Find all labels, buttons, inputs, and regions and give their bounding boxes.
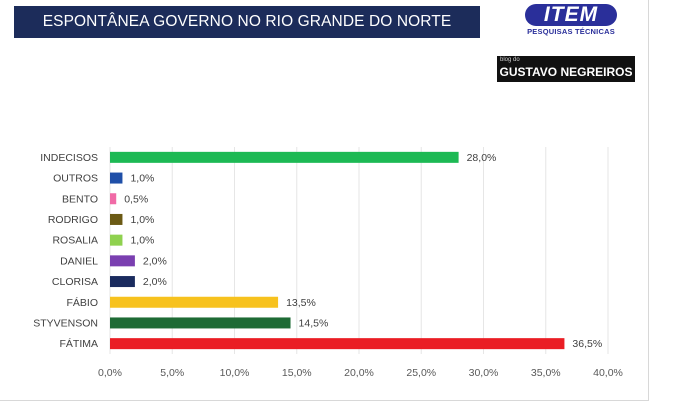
blog-badge-small-text: blog do (500, 57, 520, 63)
data-label: 1,0% (130, 235, 154, 247)
item-logo-subtitle: PESQUISAS TÉCNICAS (527, 27, 615, 36)
bar (110, 317, 291, 329)
data-label: 36,5% (572, 338, 602, 350)
bar (110, 296, 279, 308)
data-label: 1,0% (130, 173, 154, 185)
blog-badge: blog do GUSTAVO NEGREIROS (497, 56, 635, 82)
x-tick-label: 10,0% (220, 367, 250, 379)
category-label: CLORISA (52, 276, 98, 288)
category-label: FÁTIMA (60, 337, 99, 350)
item-logo: ITEM (525, 4, 617, 26)
bar (110, 213, 123, 225)
bar (110, 151, 459, 163)
bar (110, 193, 117, 205)
x-tick-label: 35,0% (531, 367, 561, 379)
category-label: DANIEL (60, 255, 98, 267)
category-label: FÁBIO (66, 296, 98, 309)
x-tick-label: 40,0% (593, 367, 623, 379)
category-label: STYVENSON (33, 317, 98, 329)
x-tick-label: 15,0% (282, 367, 312, 379)
data-label: 14,5% (299, 317, 329, 329)
bar (110, 255, 135, 267)
bar (110, 172, 123, 184)
category-label: BENTO (62, 193, 98, 205)
bar (110, 234, 123, 246)
bar (110, 338, 565, 350)
blog-badge-name: GUSTAVO NEGREIROS (499, 65, 633, 79)
data-label: 2,0% (143, 276, 167, 288)
x-tick-label: 30,0% (469, 367, 499, 379)
x-tick-label: 5,0% (160, 367, 184, 379)
bar (110, 276, 135, 288)
chart-frame: ESPONTÂNEA GOVERNO NO RIO GRANDE DO NORT… (0, 0, 649, 401)
data-label: 2,0% (143, 255, 167, 267)
data-label: 0,5% (124, 193, 148, 205)
x-tick-label: 0,0% (98, 367, 122, 379)
x-tick-label: 25,0% (406, 367, 436, 379)
category-label: INDECISOS (40, 152, 98, 164)
data-label: 1,0% (130, 214, 154, 226)
x-tick-label: 20,0% (344, 367, 374, 379)
data-label: 28,0% (467, 152, 497, 164)
category-label: OUTROS (53, 173, 98, 185)
chart-title: ESPONTÂNEA GOVERNO NO RIO GRANDE DO NORT… (14, 6, 480, 38)
category-label: RODRIGO (48, 214, 98, 226)
data-label: 13,5% (286, 297, 316, 309)
category-label: ROSALIA (52, 235, 98, 247)
bar-chart: 0,0% 5,0% 10,0% 15,0% 20,0% 25,0% 30,0% 35,0% 40… (33, 147, 623, 379)
